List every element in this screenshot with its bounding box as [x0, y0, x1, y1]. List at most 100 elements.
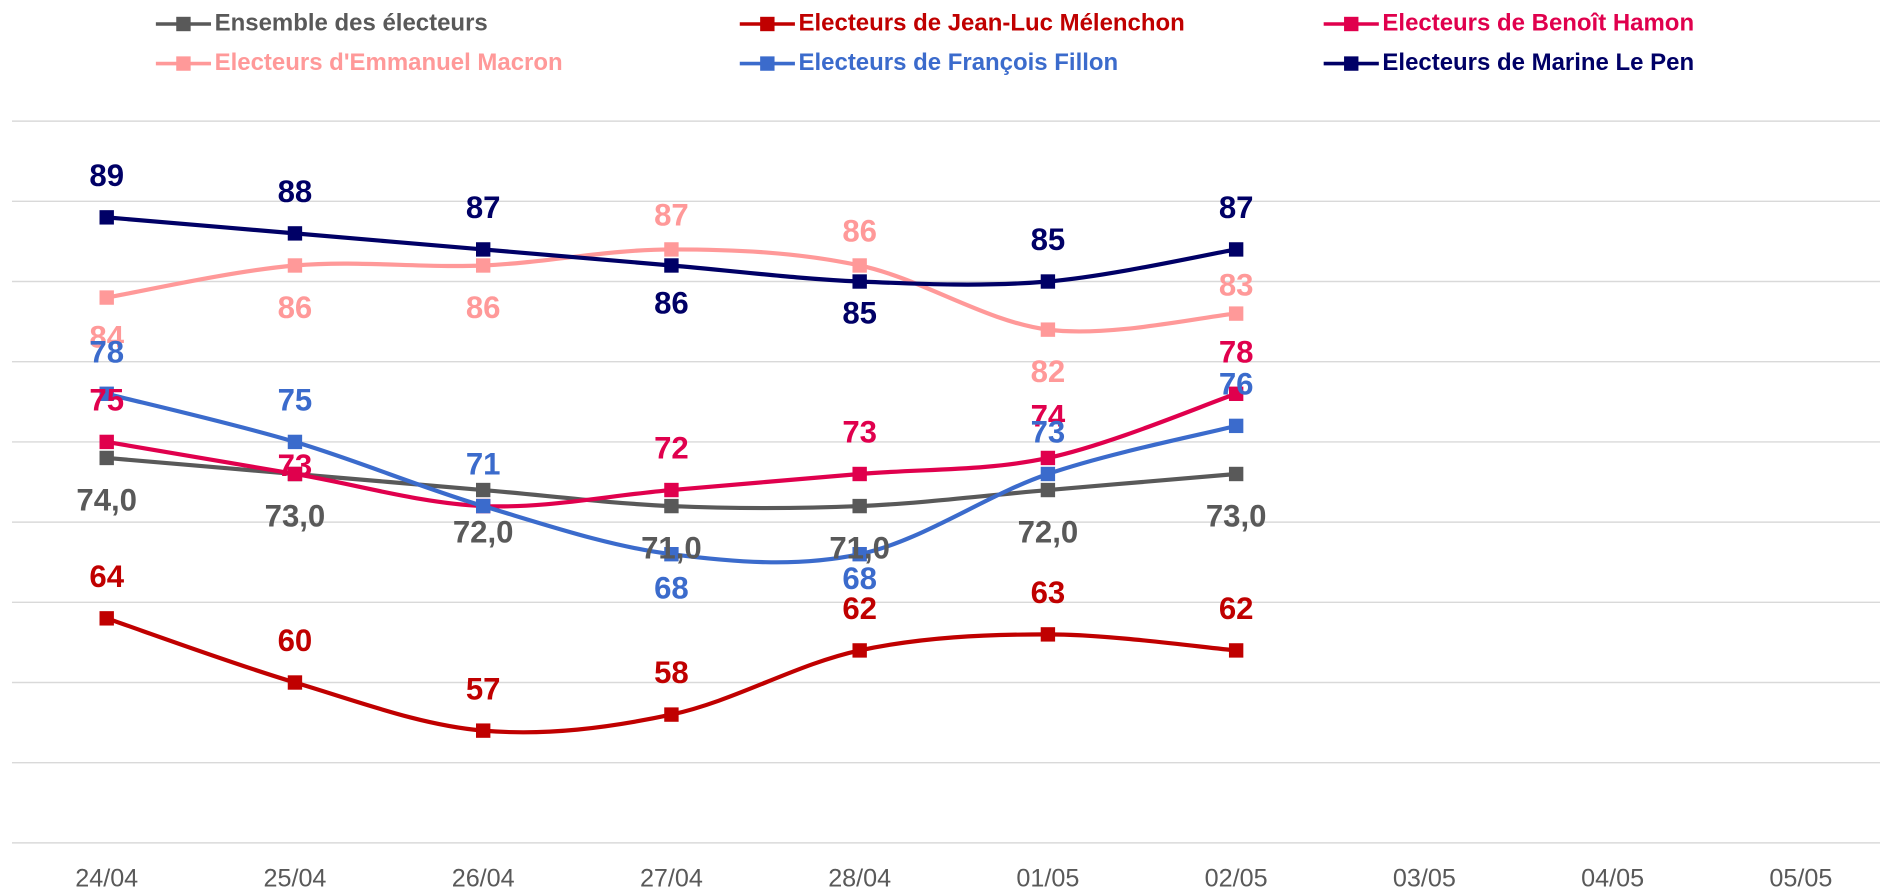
legend-marker [1344, 56, 1359, 71]
data-label: 84 [89, 320, 124, 355]
legend-marker [760, 16, 775, 32]
point-marker [664, 498, 679, 514]
point-marker [664, 707, 679, 722]
point-marker [852, 546, 867, 562]
x-tick-label: 28/04 [828, 865, 891, 893]
data-label: 71,0 [641, 531, 702, 566]
data-label: 71,0 [829, 531, 890, 566]
legend-label: Electeurs de Jean-Luc Mélenchon [799, 9, 1185, 36]
point-marker [287, 226, 303, 241]
data-label: 75 [89, 383, 124, 418]
x-tick-label: 05/05 [1769, 865, 1832, 893]
legend-label: Electeurs d'Emmanuel Macron [215, 49, 563, 76]
point-marker [852, 466, 867, 482]
point-marker [99, 611, 114, 626]
data-label: 83 [1219, 267, 1254, 302]
data-label: 72,0 [453, 515, 514, 550]
point-marker [1228, 643, 1244, 658]
legend-label: Ensemble des électeurs [215, 9, 488, 36]
point-marker [1228, 466, 1244, 482]
x-tick-label: 02/05 [1205, 865, 1268, 893]
point-marker [99, 386, 114, 401]
point-marker [1228, 242, 1244, 257]
point-marker [99, 290, 114, 305]
legend-marker [176, 56, 191, 71]
point-marker [287, 466, 303, 482]
point-marker [664, 482, 679, 498]
point-marker [852, 274, 867, 289]
data-label: 86 [654, 285, 689, 320]
x-tick-label: 26/04 [452, 865, 515, 893]
data-label: 73 [842, 415, 877, 450]
point-marker [664, 546, 679, 562]
point-marker [1040, 466, 1056, 482]
data-label: 72,0 [1018, 515, 1079, 550]
data-label: 87 [654, 197, 689, 232]
point-marker [99, 434, 114, 450]
legend-label: Electeurs de François Fillon [799, 49, 1119, 76]
data-label: 89 [89, 158, 124, 193]
point-marker [1228, 306, 1244, 321]
data-label: 73 [278, 448, 313, 483]
data-label: 72 [654, 431, 689, 466]
data-label: 74 [1031, 399, 1066, 434]
data-label: 87 [466, 190, 501, 225]
data-label: 60 [278, 623, 313, 658]
data-label: 57 [466, 671, 501, 706]
data-label: 78 [89, 334, 124, 369]
data-label: 58 [654, 655, 689, 690]
data-label: 62 [1219, 591, 1254, 626]
legend-label: Electeurs de Benoît Hamon [1382, 9, 1694, 36]
data-label: 64 [89, 559, 124, 594]
data-label: 74,0 [76, 483, 137, 518]
point-marker [1040, 322, 1056, 337]
point-marker [852, 258, 867, 273]
data-label: 75 [278, 383, 313, 418]
data-label: 85 [842, 295, 877, 330]
point-marker [664, 242, 679, 257]
point-marker [99, 450, 114, 466]
point-marker [99, 210, 114, 225]
data-label: 82 [1031, 354, 1066, 389]
data-label: 85 [1031, 222, 1066, 257]
point-marker [475, 258, 491, 273]
point-marker [475, 482, 491, 498]
point-marker [1040, 482, 1056, 498]
point-marker [1040, 450, 1056, 466]
x-tick-label: 01/05 [1016, 865, 1079, 893]
data-label: 76 [1219, 367, 1254, 402]
data-label: 86 [278, 290, 313, 325]
point-marker [475, 723, 491, 738]
point-marker [287, 434, 303, 450]
point-marker [852, 498, 867, 514]
data-label: 68 [842, 561, 877, 596]
data-label: 78 [1219, 334, 1254, 369]
point-marker [1040, 274, 1056, 289]
legend-marker [1344, 16, 1359, 32]
data-label: 68 [654, 570, 689, 605]
point-marker [475, 242, 491, 257]
x-tick-label: 27/04 [640, 865, 703, 893]
x-tick-label: 04/05 [1581, 865, 1644, 893]
point-marker [287, 258, 303, 273]
x-tick-label: 24/04 [75, 865, 138, 893]
data-label: 86 [466, 290, 501, 325]
x-tick-label: 03/05 [1393, 865, 1456, 893]
data-label: 87 [1219, 190, 1254, 225]
legend-label: Electeurs de Marine Le Pen [1382, 49, 1694, 76]
legend-marker [760, 56, 775, 71]
point-marker [475, 498, 491, 514]
point-marker [664, 258, 679, 273]
data-label: 71 [466, 447, 501, 482]
point-marker [1228, 386, 1244, 401]
data-label: 73 [1031, 415, 1066, 450]
data-label: 88 [278, 174, 313, 209]
data-label: 73,0 [265, 499, 326, 534]
point-marker [1228, 418, 1244, 434]
point-marker [852, 643, 867, 658]
data-label: 86 [842, 213, 877, 248]
data-label: 73,0 [1206, 499, 1267, 534]
point-marker [287, 675, 303, 690]
